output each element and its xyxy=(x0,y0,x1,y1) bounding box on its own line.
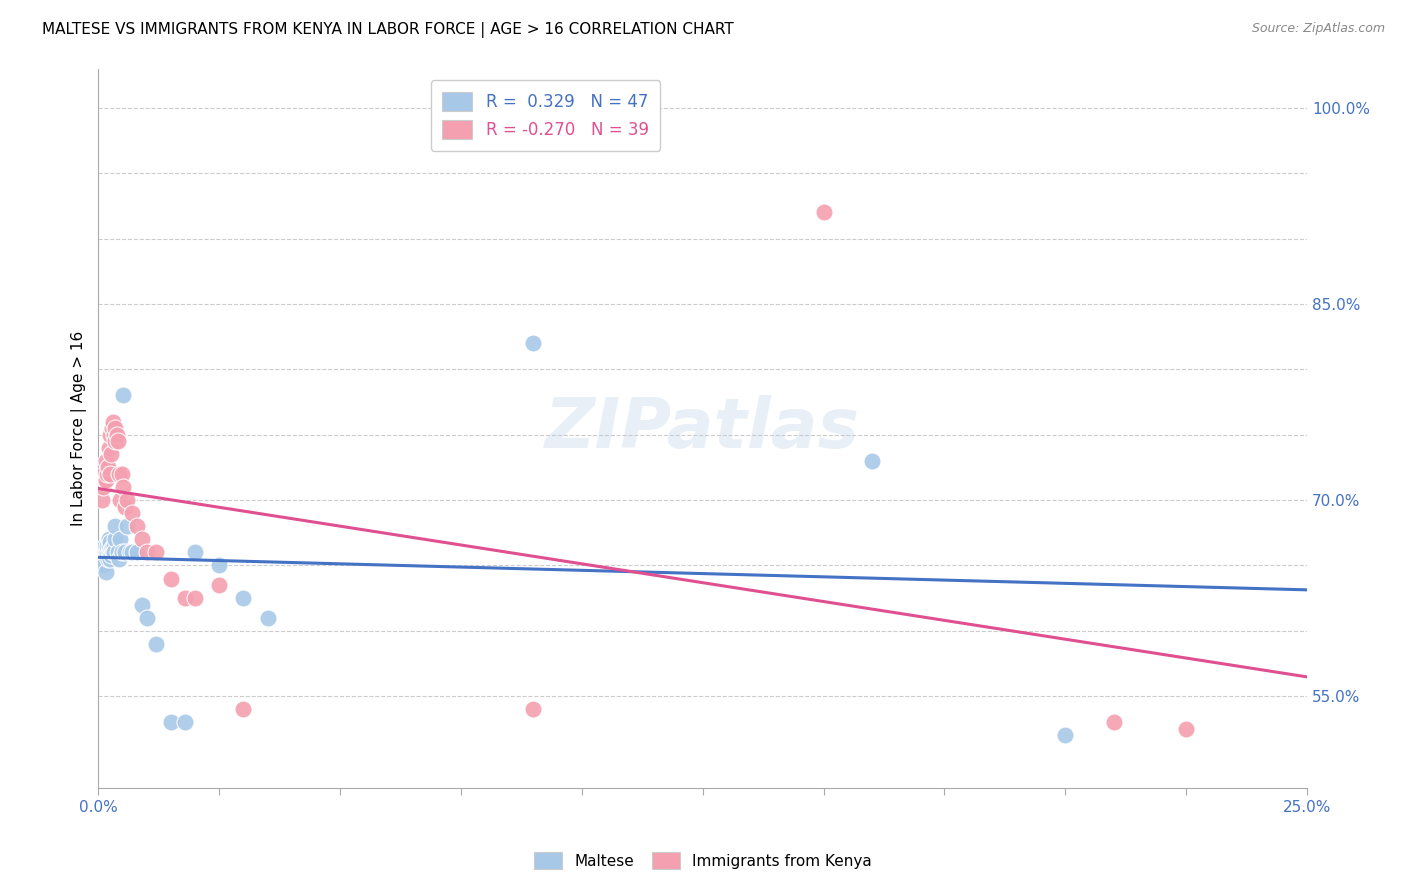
Point xyxy=(125,519,148,533)
Legend: Maltese, Immigrants from Kenya: Maltese, Immigrants from Kenya xyxy=(529,846,877,875)
Point xyxy=(103,427,125,442)
Point xyxy=(93,558,115,573)
Point xyxy=(107,467,129,481)
Point xyxy=(135,611,157,625)
Point xyxy=(522,336,544,351)
Point xyxy=(174,715,197,730)
Text: ZIPatlas: ZIPatlas xyxy=(546,394,860,462)
Point xyxy=(101,541,124,556)
Point xyxy=(111,388,134,402)
Text: Source: ZipAtlas.com: Source: ZipAtlas.com xyxy=(1251,22,1385,36)
Point xyxy=(100,542,122,557)
Point xyxy=(184,545,207,559)
Point xyxy=(107,552,129,566)
Point xyxy=(101,421,124,435)
Point xyxy=(103,539,125,553)
Point xyxy=(208,558,231,573)
Legend: R =  0.329   N = 47, R = -0.270   N = 39: R = 0.329 N = 47, R = -0.270 N = 39 xyxy=(430,80,661,151)
Point xyxy=(107,434,129,449)
Point xyxy=(104,421,127,435)
Point xyxy=(100,552,122,566)
Point xyxy=(91,552,114,566)
Point xyxy=(135,545,157,559)
Point xyxy=(208,578,231,592)
Point xyxy=(131,598,153,612)
Point xyxy=(114,500,136,514)
Point xyxy=(107,545,129,559)
Point xyxy=(104,434,127,449)
Point xyxy=(91,493,114,508)
Point xyxy=(145,545,167,559)
Point xyxy=(108,493,131,508)
Point xyxy=(100,427,122,442)
Point xyxy=(96,467,118,481)
Point xyxy=(110,467,132,481)
Point xyxy=(93,539,115,553)
Point xyxy=(145,637,167,651)
Point xyxy=(860,454,883,468)
Point xyxy=(105,427,128,442)
Point xyxy=(522,702,544,716)
Point xyxy=(91,545,114,559)
Point xyxy=(232,591,254,606)
Point xyxy=(101,415,124,429)
Point xyxy=(94,454,117,468)
Point xyxy=(114,545,136,559)
Point xyxy=(117,493,139,508)
Point xyxy=(117,519,139,533)
Y-axis label: In Labor Force | Age > 16: In Labor Force | Age > 16 xyxy=(72,331,87,525)
Point xyxy=(813,205,835,219)
Point xyxy=(232,702,254,716)
Point xyxy=(256,611,278,625)
Point xyxy=(1175,722,1198,736)
Point xyxy=(1102,715,1125,730)
Point xyxy=(121,545,143,559)
Point xyxy=(98,533,121,547)
Point xyxy=(94,474,117,488)
Point xyxy=(104,533,127,547)
Point xyxy=(174,591,197,606)
Point xyxy=(1054,728,1077,742)
Point xyxy=(94,565,117,579)
Point xyxy=(97,460,120,475)
Point xyxy=(97,545,120,559)
Point xyxy=(94,474,117,488)
Point xyxy=(111,480,134,494)
Point xyxy=(101,545,124,559)
Point xyxy=(96,539,118,553)
Point xyxy=(98,535,121,549)
Point xyxy=(160,572,183,586)
Point xyxy=(160,715,183,730)
Point xyxy=(94,545,117,559)
Point xyxy=(100,447,122,461)
Point xyxy=(118,545,141,559)
Point xyxy=(104,519,127,533)
Point xyxy=(98,467,121,481)
Point xyxy=(131,533,153,547)
Point xyxy=(98,539,121,553)
Point xyxy=(103,545,125,559)
Point xyxy=(96,545,118,559)
Text: MALTESE VS IMMIGRANTS FROM KENYA IN LABOR FORCE | AGE > 16 CORRELATION CHART: MALTESE VS IMMIGRANTS FROM KENYA IN LABO… xyxy=(42,22,734,38)
Point xyxy=(110,545,132,559)
Point xyxy=(184,591,207,606)
Point xyxy=(96,548,118,562)
Point xyxy=(93,467,115,481)
Point xyxy=(100,548,122,562)
Point xyxy=(91,480,114,494)
Point xyxy=(108,533,131,547)
Point xyxy=(101,545,124,559)
Point xyxy=(98,441,121,455)
Point xyxy=(97,552,120,566)
Point xyxy=(100,545,122,559)
Point xyxy=(125,545,148,559)
Point xyxy=(121,506,143,520)
